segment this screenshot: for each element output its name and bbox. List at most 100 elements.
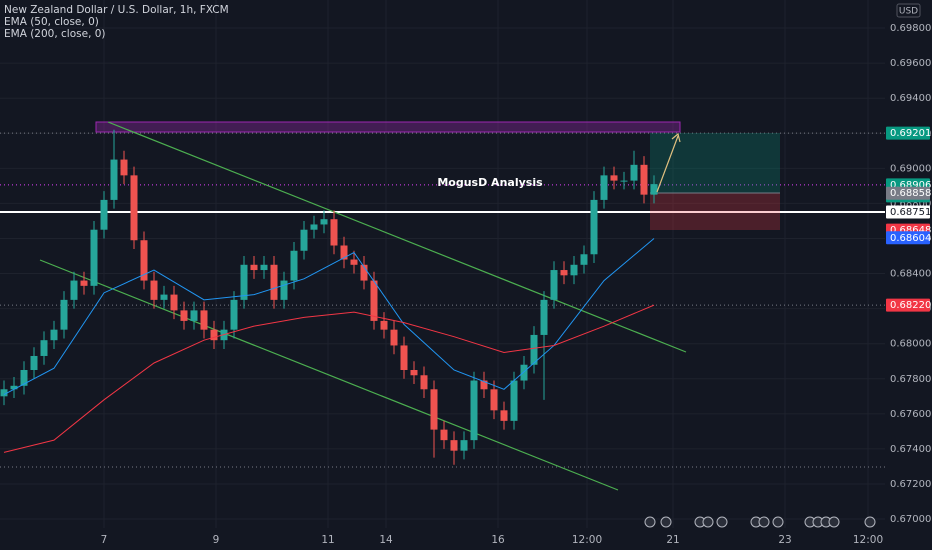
- candle-body: [450, 440, 458, 451]
- candle-body: [460, 440, 468, 451]
- candle-body: [130, 175, 138, 241]
- y-tick-label: 0.67200: [890, 479, 931, 490]
- candle-body: [170, 294, 178, 311]
- candle-body: [570, 264, 578, 276]
- event-icon[interactable]: [828, 516, 840, 528]
- candle-body: [440, 429, 448, 441]
- candle-body: [380, 320, 388, 330]
- event-icon[interactable]: [660, 516, 672, 528]
- y-tick-label: 0.67000: [890, 514, 931, 525]
- candle-body: [190, 310, 198, 321]
- x-tick-label: 12:00: [572, 534, 602, 546]
- currency-box[interactable]: [896, 3, 921, 18]
- y-tick-label: 0.68400: [890, 269, 931, 280]
- candle-body: [590, 199, 598, 255]
- price-axis: 0.698000.696000.694000.692000.690000.688…: [101, 23, 932, 546]
- price-label: 0.68858: [890, 188, 931, 199]
- y-tick-label: 0.68000: [890, 339, 931, 350]
- x-tick-label: 12:00: [853, 534, 883, 546]
- price-label: 0.68906: [890, 180, 931, 191]
- ema-line: [3, 304, 655, 453]
- candle-body: [530, 334, 538, 365]
- candle-body: [390, 329, 398, 346]
- y-tick-label: 0.67600: [890, 409, 931, 420]
- candle-body: [320, 219, 328, 225]
- candle-body: [230, 299, 238, 330]
- candle-body: [20, 370, 28, 386]
- candle-body: [470, 380, 478, 441]
- candle-body: [640, 164, 648, 195]
- price-label: 0.68751: [890, 207, 931, 218]
- price-label: 0.68220: [890, 300, 931, 311]
- candle-body: [40, 340, 48, 356]
- price-label-box: [886, 186, 930, 200]
- candle-body: [370, 280, 378, 321]
- candle-body: [620, 180, 628, 182]
- y-tick-label: 0.69000: [890, 163, 931, 174]
- ema-line: [3, 238, 655, 395]
- y-tick-label: 0.67800: [890, 374, 931, 385]
- candle-body: [480, 380, 488, 390]
- candle-body: [350, 259, 358, 265]
- event-icons: [644, 516, 876, 528]
- event-icon[interactable]: [758, 516, 770, 528]
- candle-body: [490, 389, 498, 411]
- x-tick-label: 11: [321, 534, 334, 546]
- candle-body: [630, 164, 638, 181]
- candle-body: [260, 264, 268, 271]
- candle-body: [520, 364, 528, 381]
- price-label: 0.68604: [890, 233, 931, 244]
- event-icon[interactable]: [864, 516, 876, 528]
- target-zone: [650, 133, 780, 193]
- x-tick-label: 21: [666, 534, 679, 546]
- supply-zone: [95, 121, 681, 133]
- candle-body: [210, 329, 218, 341]
- candle-body: [280, 280, 288, 300]
- legend-entry: EMA (200, close, 0): [4, 28, 106, 40]
- candle-body: [560, 270, 568, 276]
- candle-body: [650, 184, 658, 195]
- candle-body: [90, 229, 98, 286]
- candle-body: [500, 410, 508, 421]
- event-icon[interactable]: [644, 516, 656, 528]
- candle-body: [290, 250, 298, 281]
- candle-body: [140, 240, 148, 281]
- candle-body: [70, 280, 78, 300]
- event-icon[interactable]: [772, 516, 784, 528]
- candle-body: [540, 299, 548, 335]
- currency[interactable]: USD: [899, 7, 918, 17]
- candle-body: [610, 175, 618, 181]
- y-tick-label: 0.67400: [890, 444, 931, 455]
- candle-body: [0, 389, 8, 397]
- candle-body: [340, 245, 348, 260]
- candle-body: [360, 264, 368, 281]
- candle-body: [580, 254, 588, 265]
- x-tick-label: 7: [101, 534, 108, 546]
- candle-body: [250, 264, 258, 271]
- candle-body: [200, 310, 208, 330]
- candle-body: [100, 199, 108, 230]
- annotation: MogusD Analysis: [437, 176, 543, 189]
- candle-body: [270, 264, 278, 300]
- x-tick-label: 9: [213, 534, 220, 546]
- plot: [0, 129, 658, 465]
- candle-body: [420, 375, 428, 390]
- candle-body: [120, 159, 128, 176]
- candle-body: [550, 270, 558, 300]
- candle-body: [400, 345, 408, 371]
- price-label-box: [886, 298, 930, 312]
- candle-body: [310, 224, 318, 230]
- candle-body: [410, 370, 418, 376]
- trend-line: [39, 259, 619, 491]
- candle-body: [50, 329, 58, 341]
- candle-body: [330, 219, 338, 246]
- event-icon[interactable]: [716, 516, 728, 528]
- candle-body: [60, 299, 68, 330]
- y-tick-label: 0.69600: [890, 58, 931, 69]
- price-label-box: [886, 126, 930, 140]
- candle-body: [30, 355, 38, 371]
- x-tick-label: 16: [491, 534, 505, 546]
- candle-body: [160, 294, 168, 300]
- event-icon[interactable]: [702, 516, 714, 528]
